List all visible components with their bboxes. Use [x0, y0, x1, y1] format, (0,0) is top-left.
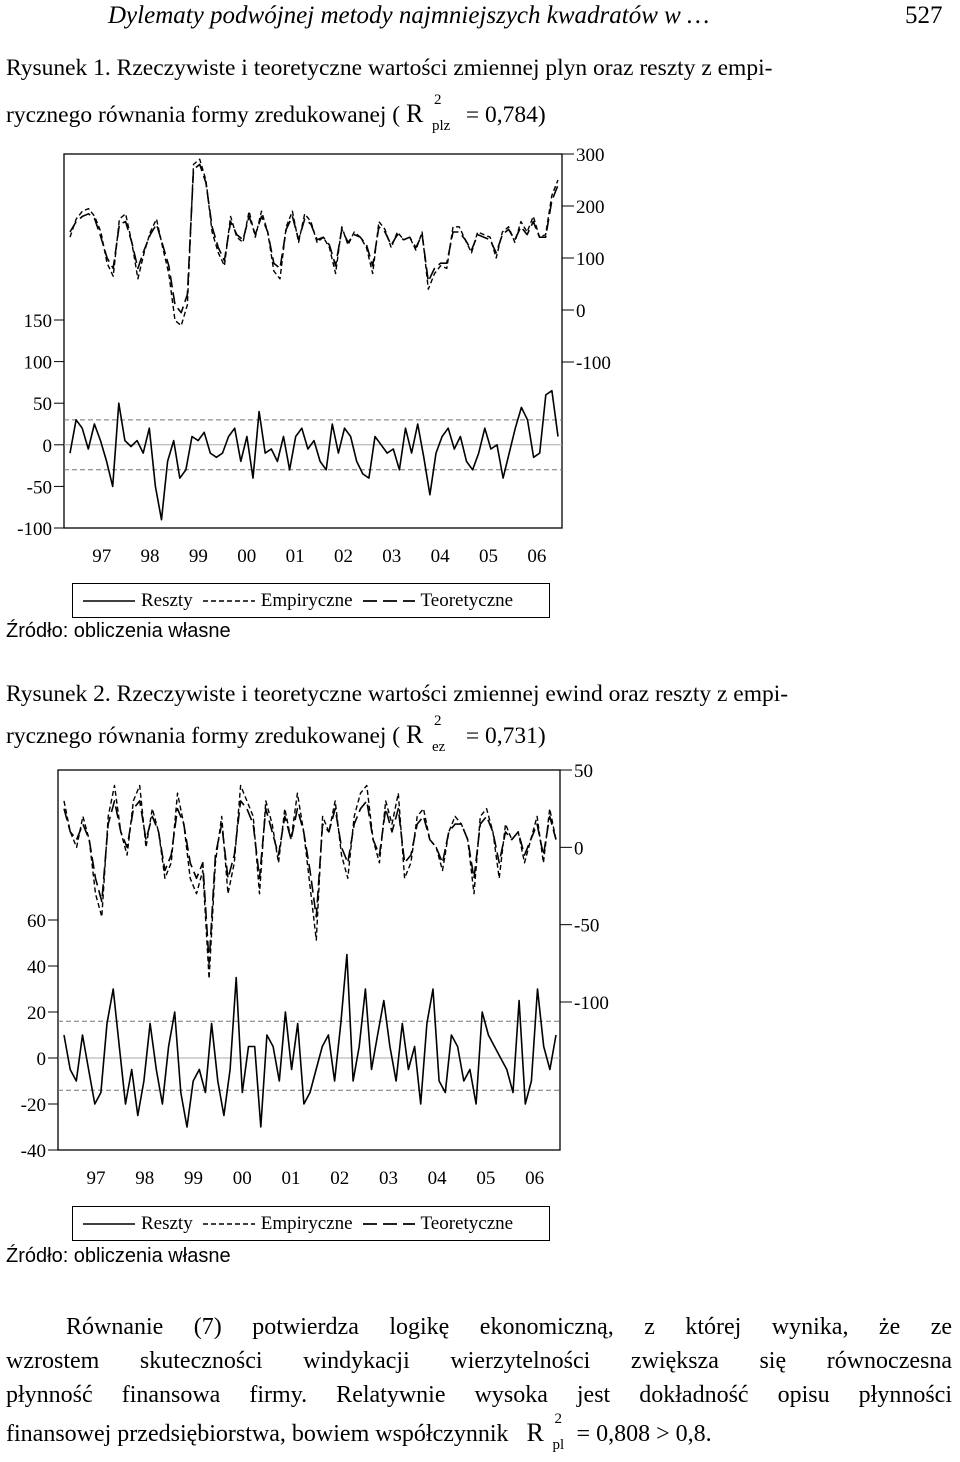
figure2-r2-letter: R [405, 720, 424, 749]
legend-label-fitted: Teoretyczne [420, 589, 514, 611]
x-axis-tick-label: 06 [525, 1168, 544, 1189]
figure2-r2-symbol: R 2 ez [405, 713, 445, 755]
paragraph-line: wzrostem skuteczności windykacji wierzyt… [6, 1348, 952, 1374]
right-axis-tick-label: 0 [576, 301, 586, 322]
x-axis-tick-label: 01 [281, 1168, 300, 1189]
paragraph-r2-letter: R [526, 1418, 544, 1447]
x-axis-tick-label: 04 [428, 1168, 448, 1189]
running-head: Dylematy podwójnej metody najmniejszych … [108, 2, 710, 29]
x-axis-tick-label: 98 [141, 546, 160, 567]
series-line-reszty [63, 953, 557, 1128]
right-axis-tick-label: -50 [574, 916, 599, 937]
legend-item-actual: Empiryczne [202, 1212, 353, 1235]
x-axis-tick-label: 97 [92, 546, 111, 567]
figure1-caption-suffix: ) [537, 102, 546, 128]
page-number: 527 [905, 2, 943, 29]
legend-label-actual: Empiryczne [260, 1212, 353, 1234]
figure1-r2-symbol: R 2 plz [405, 92, 450, 134]
figure2-r2-value: = 0,731 [465, 723, 538, 749]
x-axis-tick-label: 06 [527, 546, 546, 567]
figure1-r2-superscript: 2 [433, 92, 442, 108]
left-axis-tick-label: 60 [27, 911, 46, 932]
figure1-caption-prefix: rycznego równania formy zredukowanej ( [6, 102, 401, 128]
figure2-caption-suffix: ) [537, 723, 546, 749]
figure2-legend: Reszty Empiryczne Teoretyczne [72, 1206, 550, 1241]
figure2-caption-prefix: rycznego równania formy zredukowanej ( [6, 723, 401, 749]
figure1-caption-line1: Rysunek 1. Rzeczywiste i teoretyczne war… [6, 55, 773, 81]
left-axis-tick-label: -100 [17, 519, 52, 540]
x-axis-tick-label: 99 [189, 546, 208, 567]
right-axis-tick-label: 100 [576, 249, 605, 270]
legend-item-residual: Reszty [83, 590, 193, 612]
legend-item-actual: Empiryczne [202, 589, 353, 612]
plot-frame [57, 769, 561, 1151]
x-axis-tick-label: 04 [431, 546, 451, 567]
x-axis-tick-label: 05 [479, 546, 498, 567]
right-axis-tick-label: 50 [574, 761, 593, 782]
figure2-r2-subscript: ez [431, 739, 446, 755]
x-axis-tick-label: 03 [379, 1168, 398, 1189]
figure1-source: Źródło: obliczenia własne [6, 620, 231, 642]
series-line-teoretyczne [69, 163, 559, 314]
legend-label-fitted: Teoretyczne [420, 1212, 514, 1234]
right-axis-tick-label: -100 [574, 993, 609, 1014]
left-axis-tick-label: 0 [43, 436, 53, 457]
x-axis-tick-label: 98 [135, 1168, 154, 1189]
figure1-legend: Reszty Empiryczne Teoretyczne [72, 583, 550, 618]
legend-label-actual: Empiryczne [260, 589, 353, 611]
x-axis-tick-label: 05 [476, 1168, 495, 1189]
x-axis-tick-label: 99 [184, 1168, 203, 1189]
legend-label-residual: Reszty [141, 589, 193, 611]
paragraph-r2-subscript: pl [552, 1437, 565, 1453]
paragraph-r2-symbol: R 2 pl [526, 1411, 565, 1453]
figure1-r2-value: = 0,784 [465, 102, 538, 128]
paragraph-line4-text: finansowej przedsiębiorstwa, bowiem wspó… [6, 1421, 509, 1447]
paragraph-r2-superscript: 2 [554, 1411, 563, 1427]
figure1-caption-line2: rycznego równania formy zredukowanej ( R… [6, 92, 546, 134]
figure1-r2-letter: R [405, 99, 424, 128]
legend-item-residual: Reszty [83, 1213, 193, 1235]
paragraph-line: Równanie (7) potwierdza logikę ekonomicz… [66, 1314, 952, 1340]
x-axis-tick-label: 02 [334, 546, 353, 567]
figure2-source: Źródło: obliczenia własne [6, 1245, 231, 1267]
x-axis-tick-label: 01 [286, 546, 305, 567]
figure2-r2-superscript: 2 [433, 713, 442, 729]
left-axis-tick-label: -20 [21, 1095, 46, 1116]
x-axis-tick-label: 00 [233, 1168, 252, 1189]
x-axis-tick-label: 00 [237, 546, 256, 567]
right-axis-tick-label: 300 [576, 145, 605, 166]
right-axis-tick-label: -100 [576, 353, 611, 374]
figure2-chart: 50 0 -50 -100 60 40 20 0 -20 -40 97 98 99 00 01 02 03 04 0… [21, 761, 609, 1189]
right-axis-tick-label: 200 [576, 197, 605, 218]
series-line-teoretyczne [63, 800, 557, 965]
paragraph-line: finansowej przedsiębiorstwa, bowiem wspó… [6, 1411, 952, 1453]
left-axis-tick-label: 0 [37, 1049, 47, 1070]
plot-frame [63, 153, 563, 529]
body-paragraph: Równanie (7) potwierdza logikę ekonomicz… [6, 1310, 952, 1453]
legend-item-fitted: Teoretyczne [362, 1212, 514, 1235]
left-axis-tick-label: 40 [27, 957, 46, 978]
left-axis-tick-label: 100 [24, 353, 53, 374]
series-line-empiryczne [69, 158, 559, 327]
left-axis-tick-label: -50 [27, 477, 52, 498]
legend-item-fitted: Teoretyczne [362, 589, 514, 612]
left-axis-tick-label: 150 [24, 311, 53, 332]
right-axis-tick-label: 0 [574, 838, 584, 859]
paragraph-line: płynność finansowa firmy. Relatywnie wys… [6, 1382, 952, 1408]
figure2-caption-line1: Rysunek 2. Rzeczywiste i teoretyczne war… [6, 681, 789, 707]
left-axis-tick-label: 50 [33, 394, 52, 415]
series-line-reszty [69, 389, 559, 521]
figure2-caption-line2: rycznego równania formy zredukowanej ( R… [6, 713, 546, 755]
paragraph-r2-value: = 0,808 > 0,8. [576, 1421, 712, 1447]
left-axis-tick-label: -40 [21, 1141, 46, 1162]
x-axis-tick-label: 97 [87, 1168, 106, 1189]
legend-label-residual: Reszty [141, 1212, 193, 1234]
figure1-r2-subscript: plz [431, 118, 451, 134]
left-axis-tick-label: 20 [27, 1003, 46, 1024]
x-axis-tick-label: 03 [382, 546, 401, 567]
x-axis-tick-label: 02 [330, 1168, 349, 1189]
figure1-chart: 300 200 100 0 -100 150 100 50 0 -50 -100 97 98 99 00 01… [17, 145, 611, 567]
series-line-empiryczne [63, 784, 557, 980]
